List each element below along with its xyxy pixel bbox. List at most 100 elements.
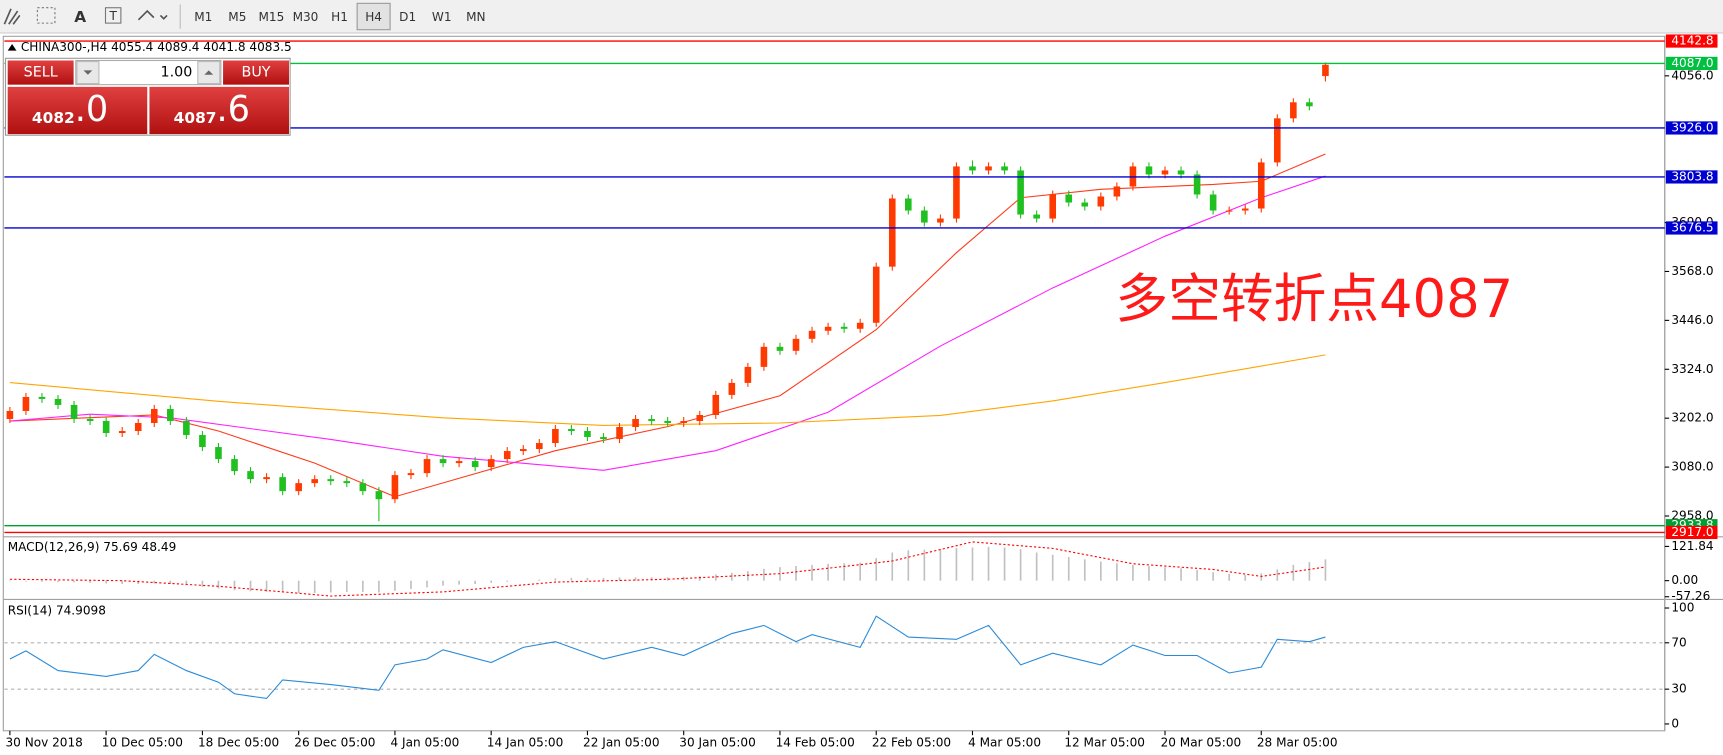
- timeframe-button[interactable]: MN: [466, 10, 485, 24]
- x-tick-label: 14 Jan 05:00: [487, 735, 563, 749]
- y-tick-label: 70: [1671, 635, 1686, 649]
- bid-price-fraction: .0: [75, 89, 109, 130]
- candle-body: [1241, 208, 1249, 211]
- level-label-bg: [1665, 56, 1718, 70]
- candle-body: [6, 410, 14, 419]
- candle-body: [616, 427, 623, 440]
- candle-body: [327, 479, 335, 482]
- bid-box[interactable]: [7, 86, 148, 135]
- candle-body: [888, 198, 896, 267]
- candle-body: [1193, 174, 1201, 195]
- ask-price: 4087: [174, 109, 217, 127]
- candle-body: [359, 483, 367, 492]
- toolbar-tools: A T: [3, 4, 181, 29]
- candle-body: [1145, 166, 1153, 175]
- candle-body: [1290, 102, 1297, 119]
- level-label: 4142.8: [1671, 34, 1713, 48]
- svg-text:T: T: [108, 9, 117, 23]
- candle-body: [167, 408, 174, 421]
- level-label: 2917.0: [1671, 525, 1713, 539]
- candle-body: [1322, 64, 1329, 77]
- candle-body: [808, 330, 816, 339]
- lot-spinner[interactable]: [75, 59, 222, 86]
- x-tick-label: 22 Jan 05:00: [583, 735, 659, 749]
- indicator-label: MACD(12,26,9) 75.69 48.49: [8, 540, 177, 554]
- tool-grid[interactable]: [36, 7, 56, 24]
- candle-body: [664, 420, 671, 423]
- candle-body: [792, 338, 800, 351]
- candle-body: [536, 443, 543, 450]
- candle-body: [840, 326, 848, 329]
- y-tick-label: 100: [1671, 601, 1694, 615]
- timeframe-active[interactable]: [356, 2, 391, 31]
- timeframe-button[interactable]: M30: [293, 10, 319, 24]
- tool-arrows[interactable]: [137, 9, 168, 21]
- ask-box[interactable]: [149, 86, 289, 135]
- candle-body: [1001, 166, 1008, 171]
- candle-body: [744, 366, 752, 383]
- y-tick-label: 2958.0: [1671, 508, 1713, 522]
- annotation: 多空转折点4087: [1115, 269, 1513, 330]
- candle-body: [937, 218, 944, 223]
- x-tick-label: 18 Dec 05:00: [198, 735, 279, 749]
- y-tick-label: 0: [1671, 716, 1679, 730]
- timeframe-button[interactable]: M5: [228, 10, 246, 24]
- collapse-icon[interactable]: [7, 43, 17, 51]
- candle-body: [375, 491, 383, 500]
- y-tick-label: -57.26: [1671, 589, 1710, 603]
- tool-indicators[interactable]: [3, 8, 21, 25]
- candle-body: [247, 471, 254, 480]
- x-tick-label: 12 Mar 05:00: [1064, 735, 1145, 749]
- candle-body: [439, 459, 447, 464]
- moving-average: [9, 354, 1326, 426]
- candle-body: [632, 418, 639, 428]
- timeframe-button[interactable]: H4: [365, 10, 382, 24]
- level-label-bg: [1665, 121, 1718, 135]
- x-tick-label: 4 Mar 05:00: [968, 735, 1041, 749]
- candle-body: [503, 451, 511, 460]
- buy-button[interactable]: BUY: [223, 60, 289, 85]
- candle-body: [1113, 186, 1121, 197]
- timeframe-button[interactable]: M15: [259, 10, 285, 24]
- x-tick-label: 14 Feb 05:00: [776, 735, 855, 749]
- candle-body: [487, 459, 495, 468]
- timeframe-button[interactable]: W1: [432, 10, 452, 24]
- level-label: 4087.0: [1671, 56, 1713, 70]
- candle-body: [1177, 170, 1185, 175]
- candle-body: [455, 461, 463, 464]
- candle-body: [311, 479, 319, 484]
- candle-body: [471, 461, 479, 468]
- level-label-bg: [1665, 525, 1718, 540]
- candle-body: [54, 398, 62, 405]
- moving-average: [9, 153, 1326, 498]
- candle-body: [1209, 194, 1217, 211]
- x-tick-label: 30 Jan 05:00: [679, 735, 755, 749]
- candle-body: [1274, 118, 1281, 163]
- rsi-line: [9, 615, 1326, 700]
- y-tick-label: 3080.0: [1671, 460, 1713, 474]
- bid-price: 4082: [32, 109, 75, 127]
- timeframe-button[interactable]: H1: [331, 10, 348, 24]
- candle-body: [231, 459, 238, 472]
- lot-size[interactable]: 1.00: [161, 65, 193, 81]
- y-tick-label: 3324.0: [1671, 362, 1713, 376]
- buy-label[interactable]: BUY: [242, 65, 271, 81]
- candle-body: [905, 198, 912, 211]
- tool-label[interactable]: T: [104, 7, 122, 24]
- x-tick-label: 20 Mar 05:00: [1161, 735, 1242, 749]
- candle-body: [263, 477, 270, 480]
- candle-body: [1257, 162, 1265, 209]
- candle-body: [279, 477, 286, 492]
- timeframe-button[interactable]: M1: [194, 10, 212, 24]
- tool-text[interactable]: A: [74, 8, 86, 26]
- sell-button[interactable]: SELL: [7, 60, 74, 85]
- y-tick-label: 30: [1671, 682, 1686, 696]
- sell-label[interactable]: SELL: [24, 65, 58, 81]
- timeframe-button[interactable]: D1: [399, 10, 416, 24]
- candle-body: [872, 266, 880, 323]
- candle-body: [776, 346, 784, 351]
- level-label: 3926.0: [1671, 120, 1713, 134]
- candle-body: [1081, 202, 1089, 207]
- candle-body: [1017, 170, 1024, 215]
